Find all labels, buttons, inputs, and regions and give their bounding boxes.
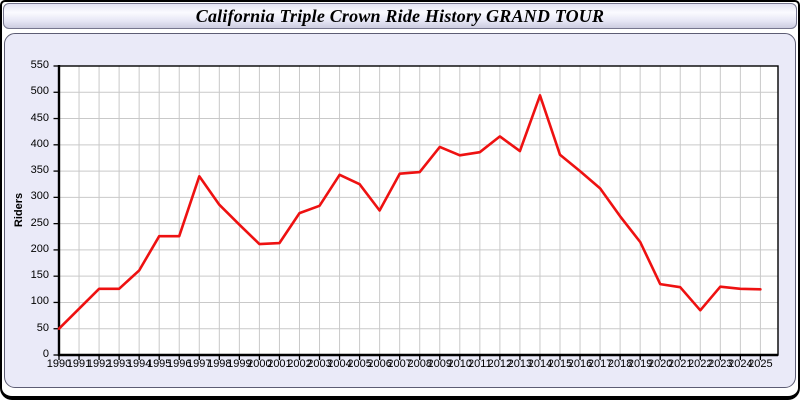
x-tick-label: 2014 — [527, 358, 553, 370]
x-tick-label: 2009 — [427, 358, 452, 370]
x-tick-label: 2021 — [667, 358, 693, 370]
y-tick-label: 100 — [30, 295, 49, 308]
x-tick-label: 2025 — [748, 358, 773, 370]
x-tick-label: 1996 — [166, 358, 192, 370]
x-tick-label: 2013 — [507, 358, 533, 370]
y-tick-label: 200 — [30, 242, 49, 255]
y-tick-label: 450 — [30, 111, 49, 124]
y-tick-label: 250 — [30, 216, 49, 229]
page-title: California Triple Crown Ride History GRA… — [195, 5, 605, 26]
x-tick-label: 2004 — [327, 358, 352, 370]
y-tick-label: 300 — [30, 190, 49, 203]
chart-canvas — [53, 65, 779, 360]
x-tick-label: 1999 — [227, 358, 252, 370]
y-tick-label: 50 — [36, 321, 49, 334]
x-tick-label: 2012 — [487, 358, 513, 370]
plot-background — [59, 66, 778, 355]
x-tick-label: 2023 — [708, 358, 733, 370]
x-tick-label: 1997 — [187, 358, 212, 370]
x-tick-label: 2015 — [547, 358, 573, 370]
x-tick-label: 2007 — [387, 358, 412, 370]
x-tick-label: 2011 — [468, 358, 492, 370]
x-tick-label: 2005 — [347, 358, 372, 370]
title-bar: California Triple Crown Ride History GRA… — [3, 3, 797, 29]
x-tick-label: 2020 — [647, 358, 673, 370]
data-line-riders — [57, 94, 762, 331]
y-tick-label: 0 — [42, 348, 49, 360]
y-tick-label: 550 — [30, 59, 49, 71]
x-tick-label: 1991 — [66, 358, 92, 370]
x-tick-label: 2019 — [627, 358, 653, 370]
x-tick-label: 2017 — [587, 358, 613, 370]
y-tick-label: 400 — [30, 137, 49, 150]
x-tick-label: 1998 — [207, 358, 232, 370]
y-tick-label: 350 — [30, 164, 49, 177]
x-tick-label: 1992 — [86, 358, 112, 370]
x-tick-label: 1990 — [46, 358, 72, 370]
x-tick-label: 2024 — [728, 358, 753, 370]
x-tick-label: 2006 — [367, 358, 392, 370]
y-tick-label: 500 — [30, 85, 49, 98]
x-tick-label: 2000 — [247, 358, 272, 370]
x-tick-label: 2003 — [307, 358, 332, 370]
x-tick-label: 2002 — [287, 358, 312, 370]
x-tick-label: 1993 — [106, 358, 132, 370]
x-tick-label: 2010 — [447, 358, 473, 370]
x-tick-label: 2008 — [407, 358, 432, 370]
x-tick-label: 1995 — [146, 358, 172, 370]
x-tick-label: 1994 — [126, 358, 152, 370]
x-tick-label: 2016 — [567, 358, 593, 370]
y-tick-label: 150 — [30, 269, 49, 282]
x-tick-label: 2018 — [607, 358, 633, 370]
x-tick-label: 2022 — [688, 358, 713, 370]
x-tick-label: 2001 — [267, 358, 292, 370]
chart-panel: Riders 0 50 100 150 200 250 300 350 400 450 500 550… — [4, 33, 796, 388]
